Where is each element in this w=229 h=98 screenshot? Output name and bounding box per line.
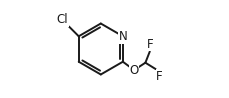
Text: F: F [155,70,162,83]
Text: F: F [146,38,153,51]
Text: Cl: Cl [57,13,68,26]
Text: N: N [118,30,127,43]
Text: O: O [129,64,138,77]
